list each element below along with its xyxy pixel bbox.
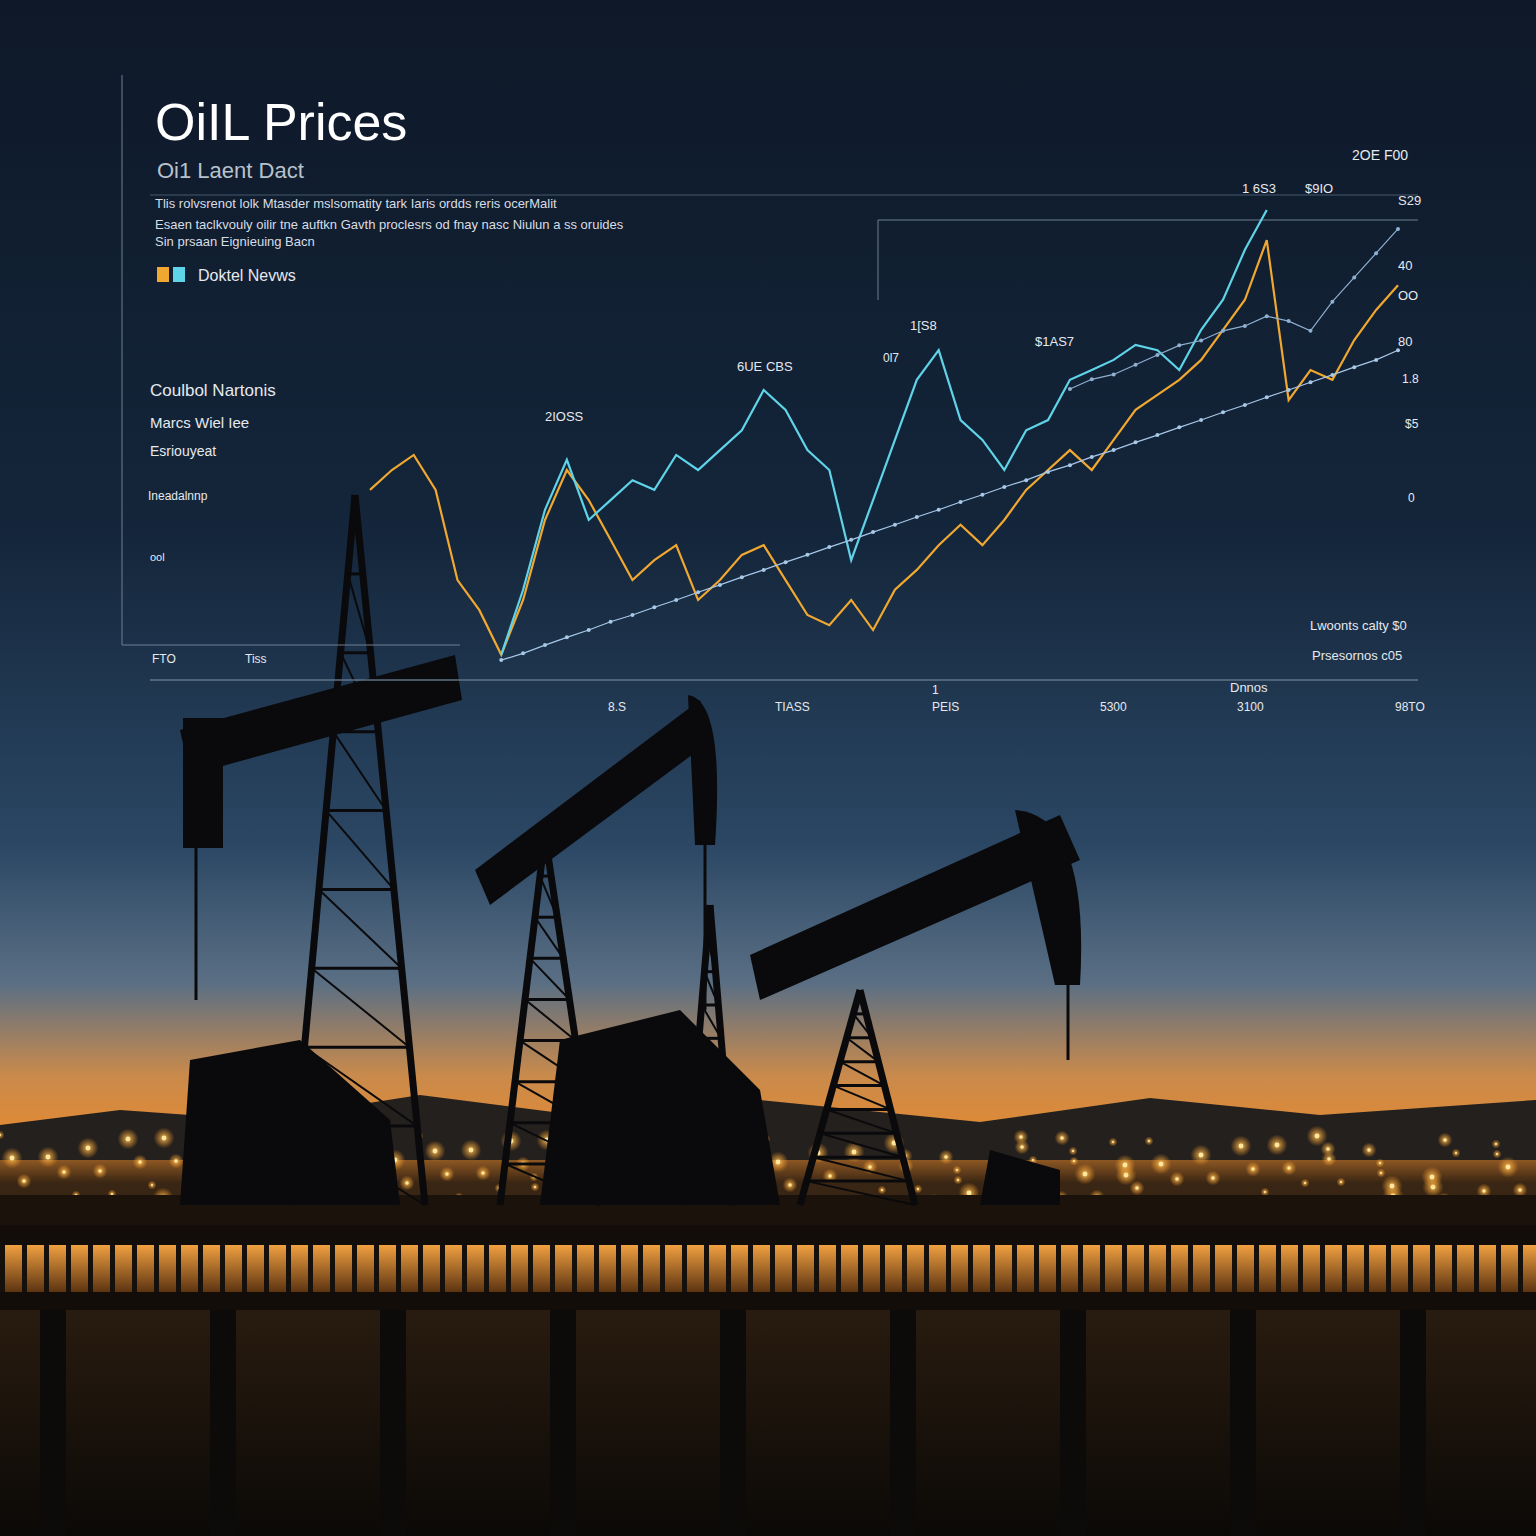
svg-text:Ineadalnnp: Ineadalnnp bbox=[148, 489, 208, 503]
svg-text:OiIL Prices: OiIL Prices bbox=[155, 93, 407, 151]
svg-text:$5: $5 bbox=[1405, 417, 1419, 431]
svg-text:Coulbol Nartonis: Coulbol Nartonis bbox=[150, 381, 276, 400]
svg-text:1[S8: 1[S8 bbox=[910, 318, 937, 333]
svg-text:Marcs Wiel Iee: Marcs Wiel Iee bbox=[150, 414, 249, 431]
svg-text:1.8: 1.8 bbox=[1402, 372, 1419, 386]
svg-text:$9IO: $9IO bbox=[1305, 181, 1333, 196]
svg-text:Dnnos: Dnnos bbox=[1230, 680, 1268, 695]
svg-text:1: 1 bbox=[932, 683, 939, 697]
svg-text:0l7: 0l7 bbox=[883, 351, 899, 365]
svg-text:2OE F00: 2OE F00 bbox=[1352, 147, 1408, 163]
svg-text:Lwoonts calty $0: Lwoonts calty $0 bbox=[1310, 618, 1407, 633]
svg-text:0: 0 bbox=[1408, 491, 1415, 505]
svg-text:S29: S29 bbox=[1398, 193, 1421, 208]
svg-text:Doktel Nevws: Doktel Nevws bbox=[198, 267, 296, 284]
svg-text:2IOSS: 2IOSS bbox=[545, 409, 584, 424]
svg-text:OO: OO bbox=[1398, 288, 1418, 303]
svg-text:5300: 5300 bbox=[1100, 700, 1127, 714]
svg-text:Prsesornos c05: Prsesornos c05 bbox=[1312, 648, 1402, 663]
svg-text:Oi1 Laent Dact: Oi1 Laent Dact bbox=[157, 158, 304, 183]
svg-text:1 6S3: 1 6S3 bbox=[1242, 181, 1276, 196]
svg-text:Sin prsaan Eignieuing Bacn: Sin prsaan Eignieuing Bacn bbox=[155, 234, 315, 249]
svg-text:FTO: FTO bbox=[152, 652, 176, 666]
svg-text:Esaen taclkvouly oilir tne auf: Esaen taclkvouly oilir tne auftkn Gavth … bbox=[155, 217, 624, 232]
svg-text:8.S: 8.S bbox=[608, 700, 626, 714]
svg-text:40: 40 bbox=[1398, 258, 1412, 273]
svg-text:Esriouyeat: Esriouyeat bbox=[150, 443, 216, 459]
svg-text:TIASS: TIASS bbox=[775, 700, 810, 714]
svg-text:6UE CBS: 6UE CBS bbox=[737, 359, 793, 374]
svg-text:Tiss: Tiss bbox=[245, 652, 267, 666]
svg-text:98TO: 98TO bbox=[1395, 700, 1425, 714]
svg-text:ool: ool bbox=[150, 551, 165, 563]
svg-text:3100: 3100 bbox=[1237, 700, 1264, 714]
svg-text:PEIS: PEIS bbox=[932, 700, 959, 714]
svg-text:Tlis rolvsrenot lolk Mtasder m: Tlis rolvsrenot lolk Mtasder mslsomatity… bbox=[155, 196, 557, 211]
svg-text:$1AS7: $1AS7 bbox=[1035, 334, 1074, 349]
svg-text:80: 80 bbox=[1398, 334, 1412, 349]
